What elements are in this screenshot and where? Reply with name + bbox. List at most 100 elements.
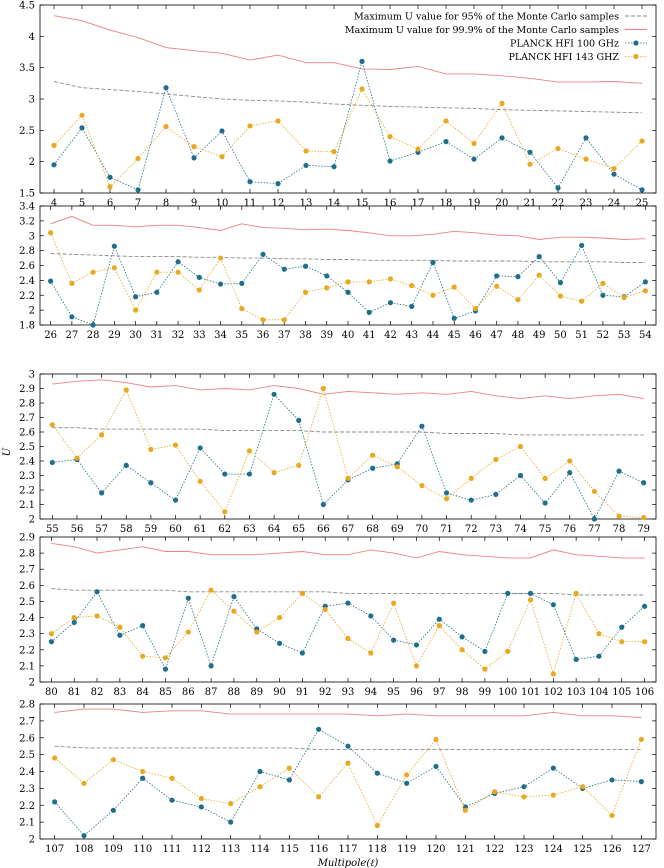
x-tick-label: 119 (397, 844, 416, 855)
data-point-3 (90, 322, 96, 328)
legend-label: PLANCK HFI 100 GHz (510, 39, 619, 50)
x-tick-label: 63 (243, 524, 256, 535)
series-line-2 (52, 379, 644, 400)
data-point-4 (368, 650, 374, 656)
data-point-4 (536, 272, 542, 278)
data-point-4 (409, 282, 415, 289)
x-tick-label: 108 (74, 844, 93, 855)
data-point-3 (148, 480, 154, 486)
x-tick-label: 85 (159, 687, 172, 698)
x-tick-label: 11 (244, 198, 257, 209)
data-point-3 (409, 303, 415, 310)
data-point-3 (271, 391, 277, 397)
data-point-3 (638, 779, 644, 785)
y-tick-label: 2.2 (19, 645, 35, 656)
data-point-3 (366, 309, 372, 315)
data-point-4 (99, 432, 105, 438)
data-point-4 (74, 455, 80, 461)
data-point-4 (222, 509, 228, 515)
data-point-4 (527, 161, 533, 167)
x-tick-label: 122 (485, 844, 504, 855)
data-point-3 (591, 516, 598, 522)
data-point-4 (451, 284, 457, 290)
legend-marker (633, 40, 639, 46)
x-tick-label: 82 (91, 687, 104, 698)
panel-1: 1.5 2 2.5 3 3.5 4 4.5 4 5 6 7 8 9 10 11 12 13 14 15 16 17 18 1… (19, 1, 657, 209)
data-point-3 (191, 155, 197, 161)
panel-2: 1.8 2 2.2 2.4 2.6 2.8 3 3.2 3.4 26 27 28 29 30 31 32 33 3… (19, 202, 657, 341)
x-tick-label: 60 (169, 524, 182, 535)
data-point-4 (494, 283, 500, 289)
data-point-4 (162, 655, 169, 661)
data-point-4 (132, 307, 139, 313)
y-tick-label: 2.5 (19, 750, 35, 761)
data-point-4 (191, 144, 197, 150)
data-point-4 (254, 629, 260, 635)
y-tick-label: 2 (29, 678, 35, 689)
data-point-3 (433, 763, 439, 770)
data-point-4 (48, 631, 55, 637)
x-tick-label: 80 (45, 687, 58, 698)
data-point-4 (641, 514, 647, 521)
series-line-1 (52, 427, 644, 436)
x-tick-label: 55 (46, 524, 59, 535)
series-line-2 (53, 15, 643, 84)
data-point-4 (90, 269, 96, 275)
data-point-4 (459, 647, 465, 653)
data-point-4 (296, 462, 302, 468)
data-point-4 (117, 624, 123, 630)
data-point-3 (276, 640, 283, 646)
data-point-3 (359, 58, 365, 64)
x-tick-label: 48 (512, 330, 525, 341)
x-tick-label: 107 (45, 844, 64, 855)
data-point-4 (639, 138, 645, 144)
data-point-4 (260, 317, 266, 323)
x-tick-label: 83 (113, 687, 126, 698)
x-tick-label: 96 (410, 687, 423, 698)
data-point-3 (260, 251, 266, 257)
data-point-4 (135, 155, 141, 162)
data-point-4 (638, 736, 644, 743)
data-point-4 (391, 600, 397, 606)
data-point-3 (107, 174, 113, 180)
data-point-3 (517, 472, 524, 479)
y-tick-label: 2.7 (19, 716, 35, 727)
x-tick-label: 65 (292, 524, 305, 535)
data-point-4 (415, 146, 421, 152)
x-tick-label: 89 (250, 687, 263, 698)
data-point-3 (197, 445, 203, 451)
x-tick-label: 34 (214, 330, 227, 341)
x-tick-label: 27 (65, 330, 78, 341)
data-point-4 (196, 287, 202, 293)
data-point-3 (430, 259, 436, 266)
x-tick-label: 59 (145, 524, 158, 535)
data-point-3 (567, 470, 573, 476)
x-tick-label: 97 (433, 687, 446, 698)
x-tick-label: 86 (182, 687, 195, 698)
plot-frame (39, 205, 657, 326)
data-point-3 (419, 423, 425, 429)
y-tick-label: 4 (29, 32, 35, 43)
series-line-1 (54, 745, 642, 751)
data-point-3 (169, 797, 175, 803)
x-tick-label: 14 (328, 198, 341, 209)
x-tick-label: 111 (162, 844, 181, 855)
x-tick-label: 92 (319, 687, 332, 698)
y-tick-label: 2.5 (19, 442, 35, 453)
data-point-3 (536, 253, 542, 260)
x-tick-label: 120 (426, 844, 445, 855)
series-line-3 (50, 244, 646, 326)
data-point-4 (175, 269, 181, 275)
data-point-3 (94, 589, 100, 595)
x-axis-label: Multipole(ℓ) (317, 858, 379, 868)
y-tick-label: 2.8 (19, 246, 35, 257)
data-point-4 (366, 279, 372, 285)
series-line-2 (51, 542, 645, 559)
x-tick-label: 95 (387, 687, 400, 698)
data-point-3 (123, 462, 129, 468)
data-point-4 (527, 597, 534, 603)
data-point-4 (111, 265, 117, 271)
data-point-3 (140, 775, 146, 781)
y-tick-label: 3 (29, 95, 35, 106)
data-point-4 (462, 807, 468, 813)
